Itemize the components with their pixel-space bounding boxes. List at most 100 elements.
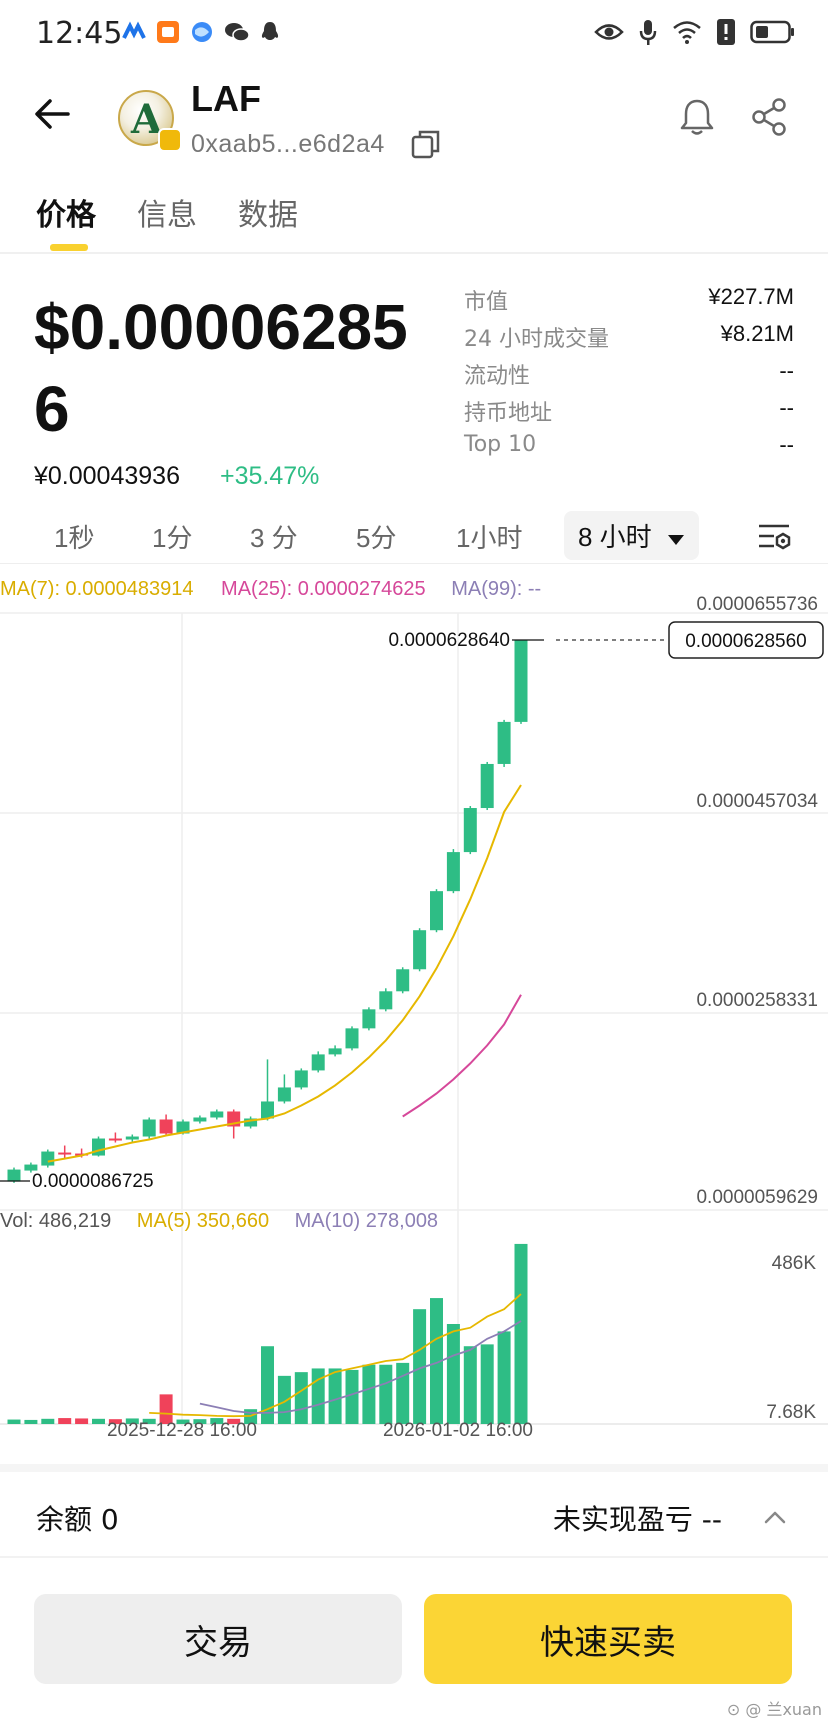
watermark: ⊙ @ 兰xuan	[726, 1700, 822, 1719]
volume-axis-label: 486K	[772, 1253, 817, 1274]
interval-3m[interactable]: 3 分	[250, 523, 298, 553]
status-time: 12:45	[36, 16, 123, 51]
candle-body	[514, 640, 528, 722]
interval-1s[interactable]: 1秒	[54, 523, 95, 553]
stat-holders: 持币地址 --	[464, 395, 794, 432]
candle-body	[41, 1151, 55, 1166]
volume-ma-lines	[149, 1293, 522, 1418]
system-icons	[594, 18, 794, 50]
ma99-legend: MA(99): --	[451, 578, 542, 600]
volume-bar	[176, 1419, 190, 1424]
interval-8h-dropdown[interactable]: 8 小时	[564, 511, 699, 560]
quick-trade-button[interactable]: 快速买卖	[424, 1594, 792, 1684]
volume-legend-value: Vol: 486,219	[0, 1210, 112, 1232]
volume-ma10-line	[199, 1320, 522, 1414]
caret-down-icon	[667, 535, 684, 545]
volume-bar	[210, 1418, 224, 1424]
interval-5m[interactable]: 5分	[356, 523, 397, 553]
volume-bar	[159, 1394, 173, 1424]
battery-icon	[750, 20, 794, 48]
candle-body	[396, 969, 410, 992]
volume-bar	[125, 1418, 139, 1424]
candle-body	[108, 1138, 122, 1141]
volume-bar	[193, 1419, 207, 1424]
volume-bar	[497, 1331, 511, 1424]
chevron-up-icon[interactable]	[760, 1502, 790, 1532]
interval-1m[interactable]: 1分	[152, 523, 193, 553]
volume-bar	[92, 1418, 105, 1424]
token-address: 0xaab5...e6d2a4	[191, 130, 385, 158]
volume-axis-label: 7.68K	[766, 1402, 816, 1423]
interval-1h[interactable]: 1小时	[456, 523, 523, 553]
stat-market-cap: 市值 ¥227.7M	[464, 284, 794, 321]
candle-body	[261, 1101, 274, 1119]
candle-body	[277, 1087, 291, 1102]
candle-body	[125, 1136, 139, 1140]
alert-icon	[716, 18, 736, 50]
candle-body	[176, 1121, 190, 1134]
volume-bar	[463, 1346, 477, 1424]
volume-ma5-legend: MA(5) 350,660	[136, 1210, 270, 1232]
ma-legend: MA(7): 0.0000483914 MA(25): 0.0000274625…	[0, 578, 541, 601]
balance: 余额 0	[36, 1503, 119, 1536]
chart-settings-icon[interactable]	[756, 518, 792, 554]
time-axis-label: 2026-01-02 16:00	[383, 1420, 533, 1436]
trade-button[interactable]: 交易	[34, 1594, 402, 1684]
back-arrow-icon[interactable]	[30, 92, 74, 136]
price-axis-label: 0.0000059629	[696, 1187, 818, 1208]
share-icon[interactable]	[748, 96, 790, 138]
volume-bar	[58, 1418, 72, 1424]
candle-body	[92, 1138, 105, 1156]
price-usd: $0.000062856	[34, 291, 408, 445]
status-bar: 12:45	[0, 0, 828, 70]
volume-bar	[277, 1375, 291, 1424]
candle-body	[328, 1048, 342, 1055]
ma25-line	[402, 994, 522, 1118]
stat-value: ¥8.21M	[720, 321, 794, 346]
ma-lines	[47, 784, 522, 1163]
wifi-icon	[672, 20, 702, 48]
active-tab-indicator	[50, 244, 88, 251]
stat-label: Top 10	[464, 432, 537, 457]
qq-icon	[258, 20, 282, 44]
tab-data[interactable]: 数据	[238, 198, 298, 233]
candle-body	[362, 1009, 376, 1029]
candle-body	[430, 891, 443, 931]
high-marker-label: 0.0000628640	[388, 630, 510, 651]
app-notification-icon	[122, 20, 146, 44]
status-app-icons	[122, 20, 282, 44]
volume-bar	[24, 1419, 38, 1424]
stat-value: ¥227.7M	[708, 284, 794, 309]
token-stats: 市值 ¥227.7M 24 小时成交量 ¥8.21M 流动性 -- 持币地址 -…	[464, 284, 794, 469]
volume-bar	[413, 1309, 427, 1424]
tab-price[interactable]: 价格	[36, 198, 96, 233]
stat-label: 24 小时成交量	[464, 327, 609, 352]
candle-body	[463, 808, 477, 853]
stat-label: 流动性	[464, 364, 531, 389]
price-chart[interactable]: 0.0000655736 0.0000457034 0.0000258331 0…	[0, 566, 828, 1436]
microphone-icon	[638, 18, 658, 50]
eye-icon	[594, 21, 624, 47]
candle-body	[311, 1054, 325, 1071]
volume-bar	[7, 1419, 21, 1424]
volume-ma10-legend: MA(10) 278,008	[294, 1210, 439, 1232]
volume-bar	[227, 1418, 241, 1424]
volume-bar	[514, 1243, 528, 1424]
tab-info[interactable]: 信息	[137, 198, 197, 233]
volume-bar	[430, 1298, 443, 1424]
candle-body	[142, 1119, 156, 1137]
token-name: LAF	[191, 78, 261, 119]
price-axis-label: 0.0000655736	[696, 594, 818, 615]
low-marker-label: 0.0000086725	[32, 1171, 154, 1192]
stat-liquidity: 流动性 --	[464, 358, 794, 395]
unrealized-pnl[interactable]: 未实现盈亏 --	[552, 1503, 722, 1536]
stat-24h-volume: 24 小时成交量 ¥8.21M	[464, 321, 794, 358]
bell-icon[interactable]	[676, 96, 718, 138]
volume-legend: Vol: 486,219 MA(5) 350,660 MA(10) 278,00…	[0, 1210, 438, 1233]
candle-body	[58, 1152, 72, 1155]
current-price-label: 0.0000628560	[685, 631, 807, 652]
copy-icon[interactable]	[410, 128, 442, 160]
volume-bar	[480, 1344, 494, 1424]
volume-bar	[446, 1324, 460, 1424]
volume-bar	[379, 1364, 393, 1424]
